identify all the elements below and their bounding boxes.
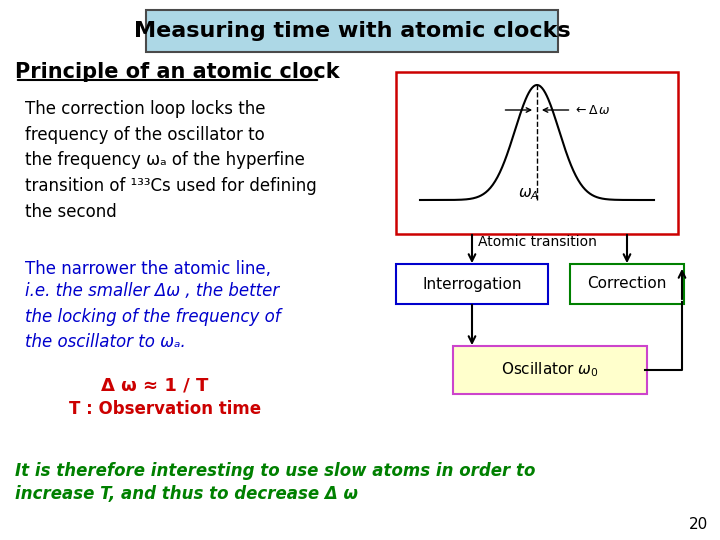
Text: $\omega_A$: $\omega_A$ (518, 186, 540, 202)
Text: It is therefore interesting to use slow atoms in order to: It is therefore interesting to use slow … (15, 462, 536, 480)
Text: i.e. the smaller Δω , the better
the locking of the frequency of
the oscillator : i.e. the smaller Δω , the better the loc… (25, 282, 281, 352)
Text: Δ ω ≈ 1 / T: Δ ω ≈ 1 / T (102, 377, 209, 395)
Text: increase T, and thus to decrease Δ ω: increase T, and thus to decrease Δ ω (15, 485, 358, 503)
FancyBboxPatch shape (453, 346, 647, 394)
Text: Oscillator $\omega_0$: Oscillator $\omega_0$ (501, 361, 599, 379)
Text: Atomic transition: Atomic transition (477, 235, 596, 249)
FancyBboxPatch shape (570, 264, 684, 304)
Text: T : Observation time: T : Observation time (69, 400, 261, 418)
Text: 20: 20 (689, 517, 708, 532)
FancyBboxPatch shape (146, 10, 558, 52)
FancyBboxPatch shape (396, 264, 548, 304)
Text: The narrower the atomic line,: The narrower the atomic line, (25, 260, 271, 278)
Text: The correction loop locks the
frequency of the oscillator to
the frequency ωₐ of: The correction loop locks the frequency … (25, 100, 317, 221)
Text: Correction: Correction (588, 276, 667, 292)
Text: $\leftarrow \Delta\,\omega$: $\leftarrow \Delta\,\omega$ (573, 104, 611, 117)
FancyBboxPatch shape (396, 72, 678, 234)
Text: Principle of an atomic clock: Principle of an atomic clock (15, 62, 340, 82)
Text: Interrogation: Interrogation (422, 276, 522, 292)
Text: Measuring time with atomic clocks: Measuring time with atomic clocks (134, 21, 570, 41)
